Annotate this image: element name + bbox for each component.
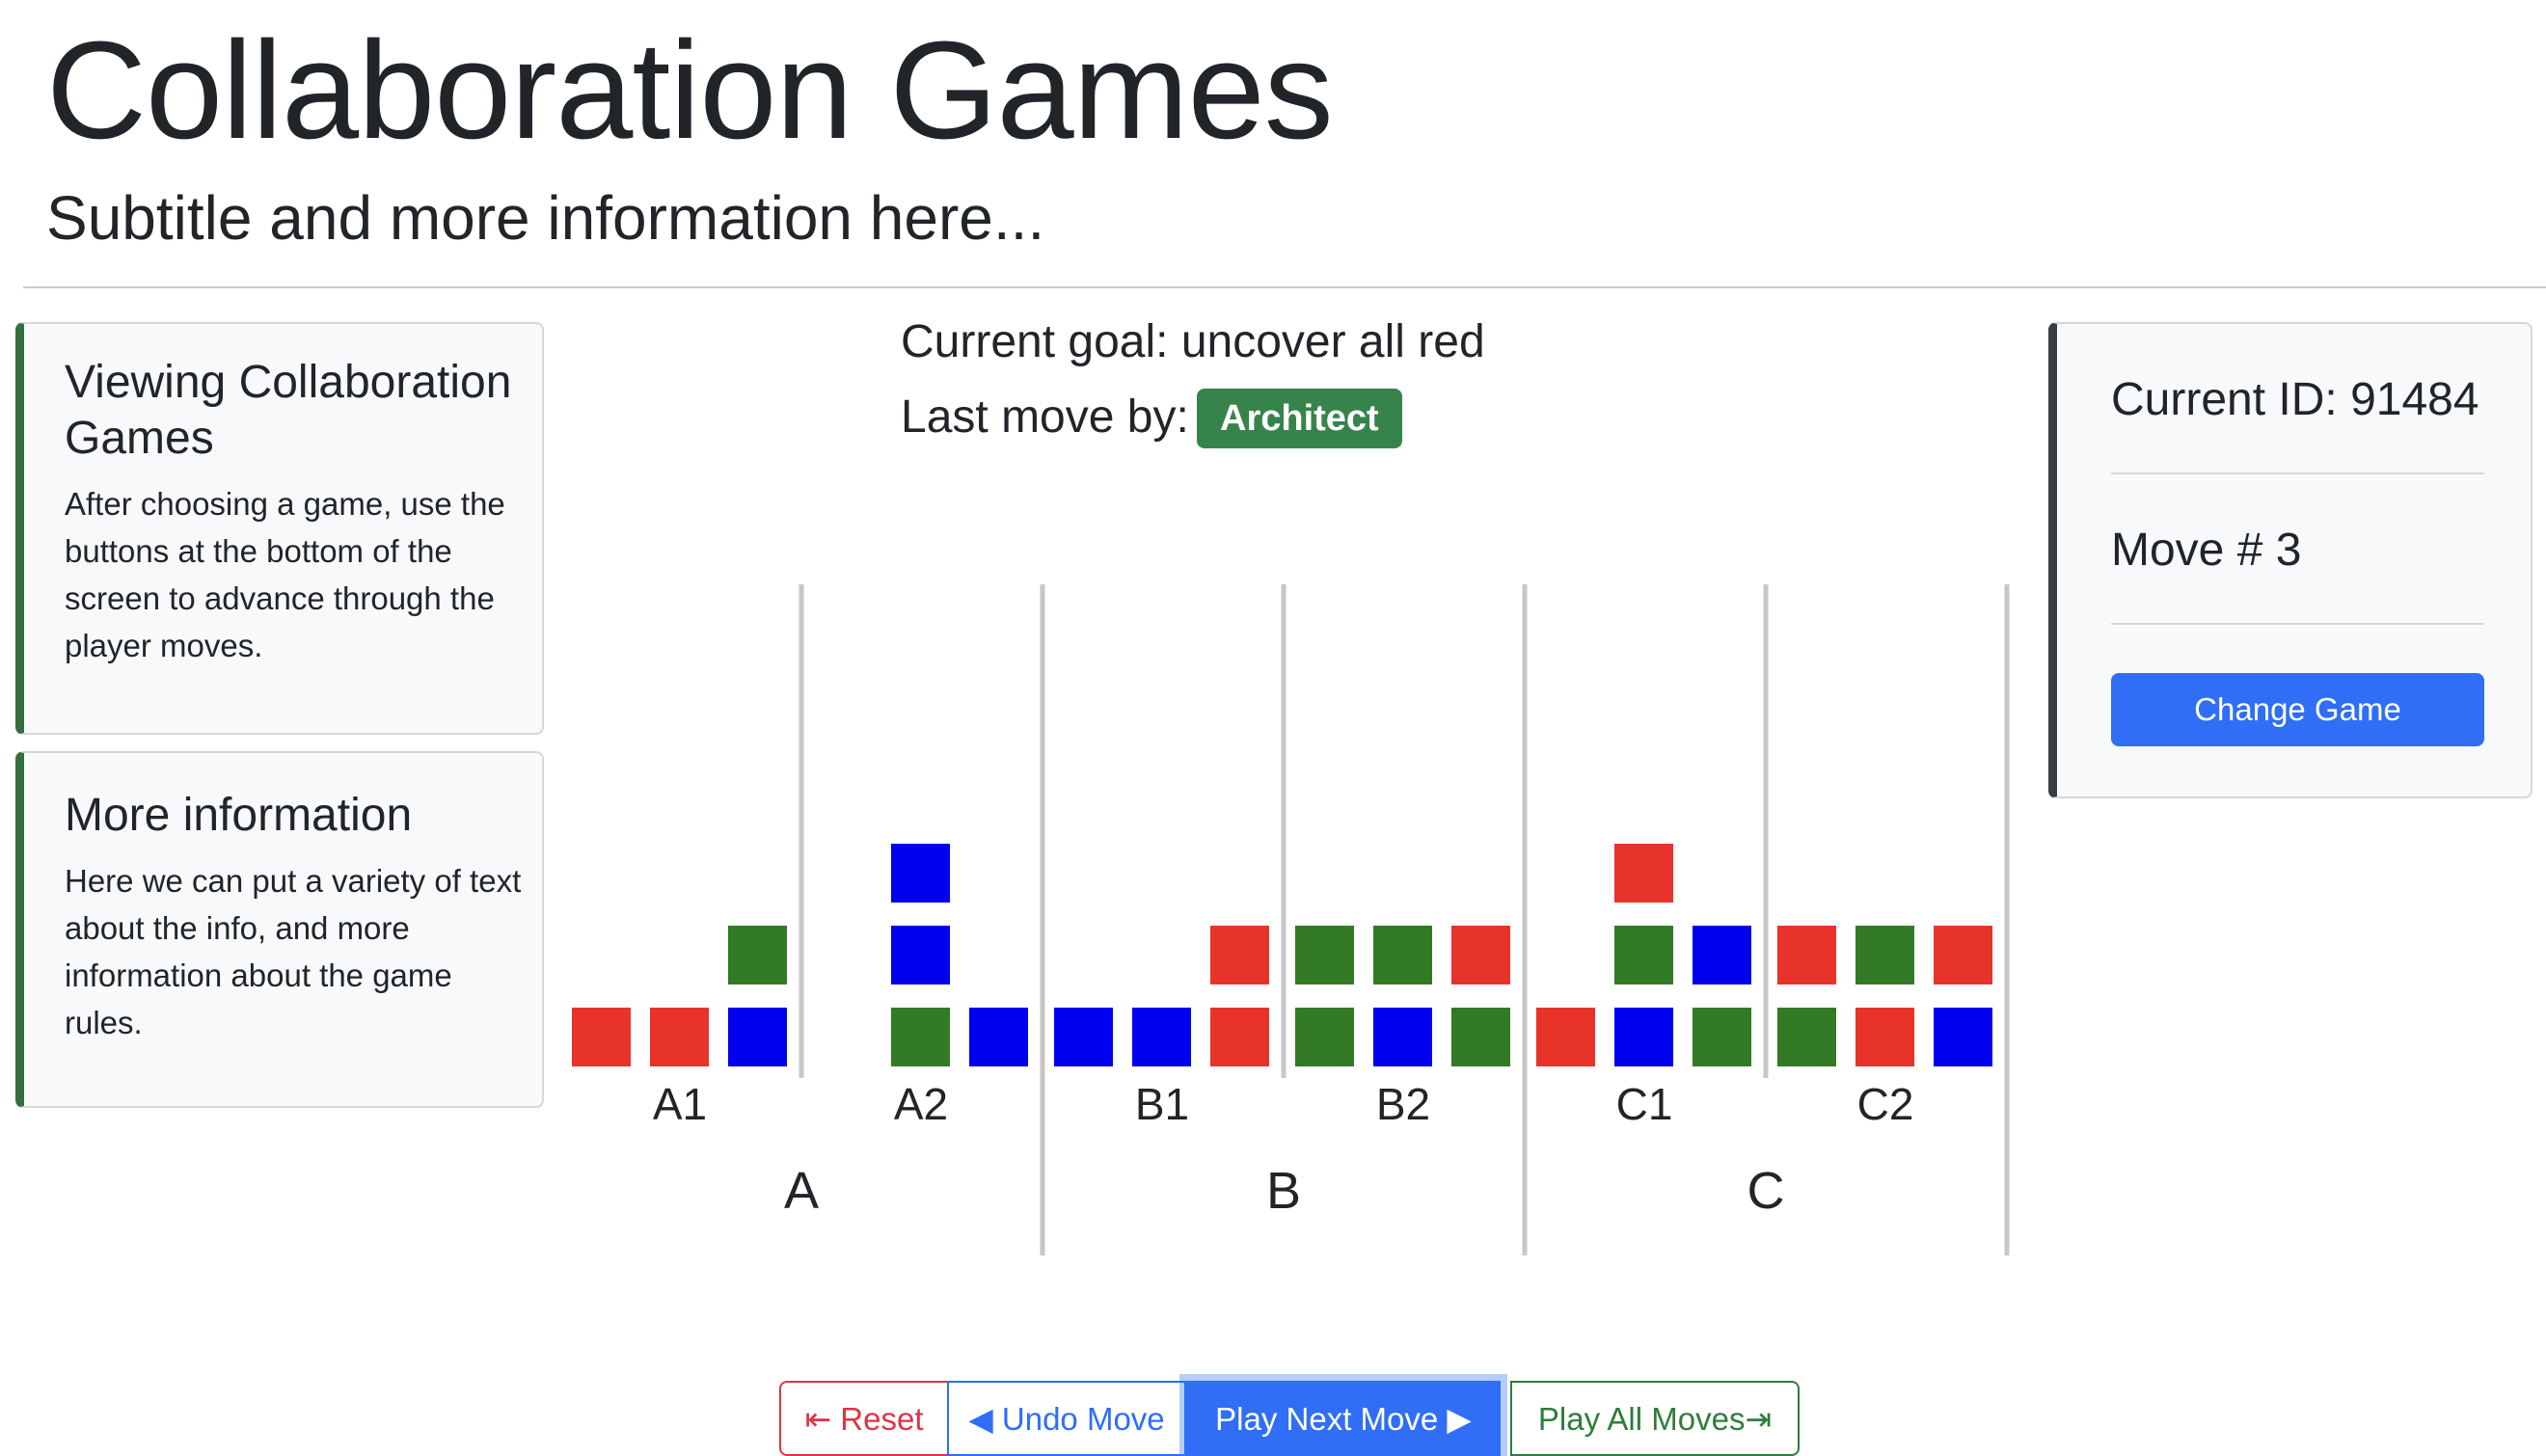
group-label: C <box>1747 1162 1785 1220</box>
green-block <box>1373 926 1432 984</box>
game-status-card: Current ID: 91484 Move # 3 Change Game <box>2048 322 2532 798</box>
red-block <box>650 1008 709 1066</box>
red-block <box>1614 844 1673 903</box>
more-info-title: More information <box>65 790 413 841</box>
play-next-move-button[interactable]: Play Next Move ▶ <box>1186 1381 1501 1456</box>
undo-move-button[interactable]: ◀ Undo Move <box>947 1381 1186 1456</box>
red-block <box>1934 926 1992 984</box>
sub-position-label: A2 <box>894 1079 948 1129</box>
red-block <box>1777 926 1836 984</box>
blue-block <box>1054 1008 1113 1066</box>
current-goal: Current goal: uncover all red <box>901 316 1485 367</box>
viewing-card-body: After choosing a game, use the buttons a… <box>65 486 505 663</box>
red-block <box>572 1008 631 1066</box>
header-divider <box>23 286 2546 288</box>
viewing-card-title: Viewing Collaboration Games <box>65 357 512 464</box>
blue-block <box>1373 1008 1432 1066</box>
page-subtitle: Subtitle and more information here... <box>46 183 1045 253</box>
status-divider <box>2111 472 2484 474</box>
red-block <box>1210 1008 1269 1066</box>
red-block <box>1855 1008 1914 1066</box>
green-block <box>728 926 787 984</box>
sub-position-label: C2 <box>1857 1079 1914 1129</box>
more-info-card: More information Here we can put a varie… <box>15 751 544 1108</box>
page-title: Collaboration Games <box>46 13 1334 168</box>
last-move-badge: Architect <box>1197 389 1402 448</box>
green-block <box>1777 1008 1836 1066</box>
green-block <box>1295 1008 1354 1066</box>
blue-block <box>1934 1008 1992 1066</box>
play-all-moves-button[interactable]: Play All Moves⇥ <box>1510 1381 1800 1456</box>
more-info-body: Here we can put a variety of text about … <box>65 863 522 1040</box>
group-label: A <box>784 1162 819 1220</box>
green-block <box>1295 926 1354 984</box>
blue-block <box>891 926 950 984</box>
status-divider <box>2111 623 2484 625</box>
blue-block <box>1132 1008 1191 1066</box>
blue-block <box>891 844 950 903</box>
reset-button[interactable]: ⇤ Reset <box>779 1381 949 1456</box>
sub-position-label: B1 <box>1135 1079 1189 1129</box>
sub-position-label: C1 <box>1616 1079 1673 1129</box>
red-block <box>1536 1008 1595 1066</box>
current-id: Current ID: 91484 <box>2111 374 2479 425</box>
move-number: Move # 3 <box>2111 525 2302 576</box>
last-move-label: Last move by: <box>901 391 1189 443</box>
green-block <box>1614 926 1673 984</box>
blue-block <box>728 1008 787 1066</box>
red-block <box>1210 926 1269 984</box>
viewing-info-card: Viewing Collaboration Games After choosi… <box>15 322 544 735</box>
blue-block <box>1614 1008 1673 1066</box>
blue-block <box>1693 926 1751 984</box>
blue-block <box>969 1008 1028 1066</box>
sub-position-label: A1 <box>653 1079 707 1129</box>
game-board: A1 A2 A B1 B2 B C1 C2 C <box>572 584 2010 1255</box>
group-label: B <box>1266 1162 1301 1220</box>
red-block <box>1451 926 1510 984</box>
green-block <box>1855 926 1914 984</box>
green-block <box>891 1008 950 1066</box>
sub-position-label: B2 <box>1376 1079 1430 1129</box>
green-block <box>1693 1008 1751 1066</box>
change-game-button[interactable]: Change Game <box>2111 673 2484 746</box>
green-block <box>1451 1008 1510 1066</box>
playback-controls: ⇤ Reset ◀ Undo Move Play Next Move ▶ Pla… <box>779 1381 1800 1456</box>
